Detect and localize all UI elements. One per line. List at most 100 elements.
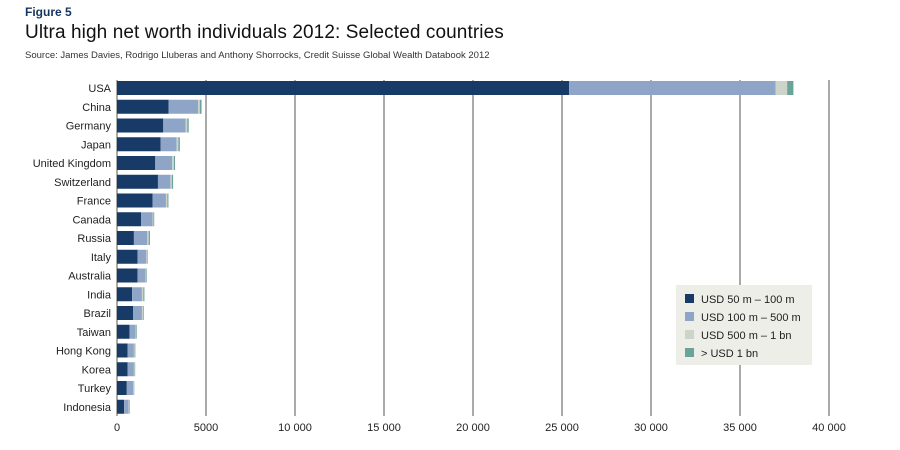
bar-segment (134, 362, 136, 377)
bar-segment (171, 174, 174, 189)
x-tick-label: 25 000 (545, 422, 579, 434)
bar-segment (117, 268, 138, 283)
bar-segment (117, 399, 125, 414)
bar-segment (117, 381, 127, 395)
bar-segment (172, 156, 174, 170)
bar-segment (147, 249, 148, 264)
category-label: Brazil (83, 308, 111, 320)
bar-segment (135, 324, 137, 339)
category-label: Turkey (78, 383, 112, 395)
bar-segment (141, 287, 144, 302)
legend-label: > USD 1 bn (701, 348, 758, 360)
category-label: Switzerland (54, 177, 111, 189)
bar-segment (569, 81, 776, 95)
bar-segment (117, 306, 134, 320)
bar-segment (199, 99, 202, 114)
bar-segment (128, 399, 130, 414)
x-tick-label: 10 000 (278, 422, 312, 434)
bar-segment (165, 193, 168, 208)
legend-label: USD 50 m – 100 m (701, 294, 795, 306)
category-label: India (87, 289, 112, 301)
bar-segment (133, 231, 148, 245)
figure-label: Figure 5 (25, 5, 72, 19)
x-tick-label: 20 000 (456, 422, 490, 434)
x-tick-label: 5000 (194, 422, 218, 434)
legend-swatch (685, 312, 694, 321)
bar-segment (160, 137, 177, 152)
bar-segment (136, 324, 137, 339)
bar-segment (146, 268, 147, 283)
bar-segment (173, 156, 176, 170)
category-label: Russia (77, 233, 112, 245)
bar-segment (117, 137, 161, 152)
bar-segment (787, 81, 794, 95)
category-label: Hong Kong (56, 346, 111, 358)
bar-segment (117, 343, 128, 358)
bar-segment (163, 118, 186, 133)
bar-segment (127, 343, 134, 358)
bar-segment (178, 137, 180, 152)
legend-label: USD 100 m – 500 m (701, 312, 801, 324)
bar-segment (133, 381, 135, 395)
legend-swatch (685, 294, 694, 303)
x-tick-label: 30 000 (634, 422, 668, 434)
bar-segment (117, 249, 138, 264)
bar-segment (117, 99, 169, 114)
bar-segment (133, 381, 134, 395)
bar-segment (197, 99, 200, 114)
bar-segment (129, 399, 130, 414)
x-tick-label: 40 000 (812, 422, 846, 434)
bar-segment (117, 324, 130, 339)
category-label: Taiwan (77, 327, 111, 339)
bar-segment (133, 362, 135, 377)
bar-segment (117, 81, 570, 95)
bar-segment (127, 362, 134, 377)
bar-segment (117, 156, 156, 170)
category-label: Korea (82, 364, 112, 376)
x-tick-label: 15 000 (367, 422, 401, 434)
bar-segment (132, 287, 142, 302)
category-label: Italy (91, 252, 112, 264)
category-label: Indonesia (63, 402, 112, 414)
bar-segment (167, 193, 169, 208)
bar-segment (775, 81, 788, 95)
bar-segment (117, 231, 134, 245)
bar-segment (145, 268, 147, 283)
category-label: United Kingdom (33, 158, 111, 170)
category-label: France (77, 196, 111, 208)
bar-segment (141, 306, 143, 320)
bar-segment (170, 174, 172, 189)
bar-segment (117, 212, 142, 227)
bar-segment (117, 287, 133, 302)
bar-segment (153, 212, 155, 227)
bar-segment (137, 249, 147, 264)
bar-segment (137, 268, 146, 283)
bar-segment (142, 306, 144, 320)
bar-segment (133, 306, 142, 320)
bar-segment (133, 343, 135, 358)
bar-segment (155, 156, 173, 170)
bar-segment (126, 381, 134, 395)
bar-segment (134, 343, 136, 358)
category-label: China (82, 102, 112, 114)
legend-swatch (685, 348, 694, 357)
bar-segment (117, 174, 158, 189)
bar-segment (143, 287, 145, 302)
category-label: USA (88, 83, 111, 95)
bar-segment (117, 362, 128, 377)
bar-segment (147, 231, 149, 245)
x-tick-label: 35 000 (723, 422, 757, 434)
bar-segment (124, 399, 129, 414)
category-label: Canada (72, 214, 111, 226)
bar-segment (152, 193, 166, 208)
bar-segment (141, 212, 153, 227)
legend-swatch (685, 330, 694, 339)
bar-segment (146, 249, 148, 264)
bar-segment (117, 193, 153, 208)
bar-segment (185, 118, 188, 133)
legend-label: USD 500 m – 1 bn (701, 330, 792, 342)
bar-segment (168, 99, 198, 114)
bar-segment (157, 174, 171, 189)
x-tick-label: 0 (114, 422, 120, 434)
